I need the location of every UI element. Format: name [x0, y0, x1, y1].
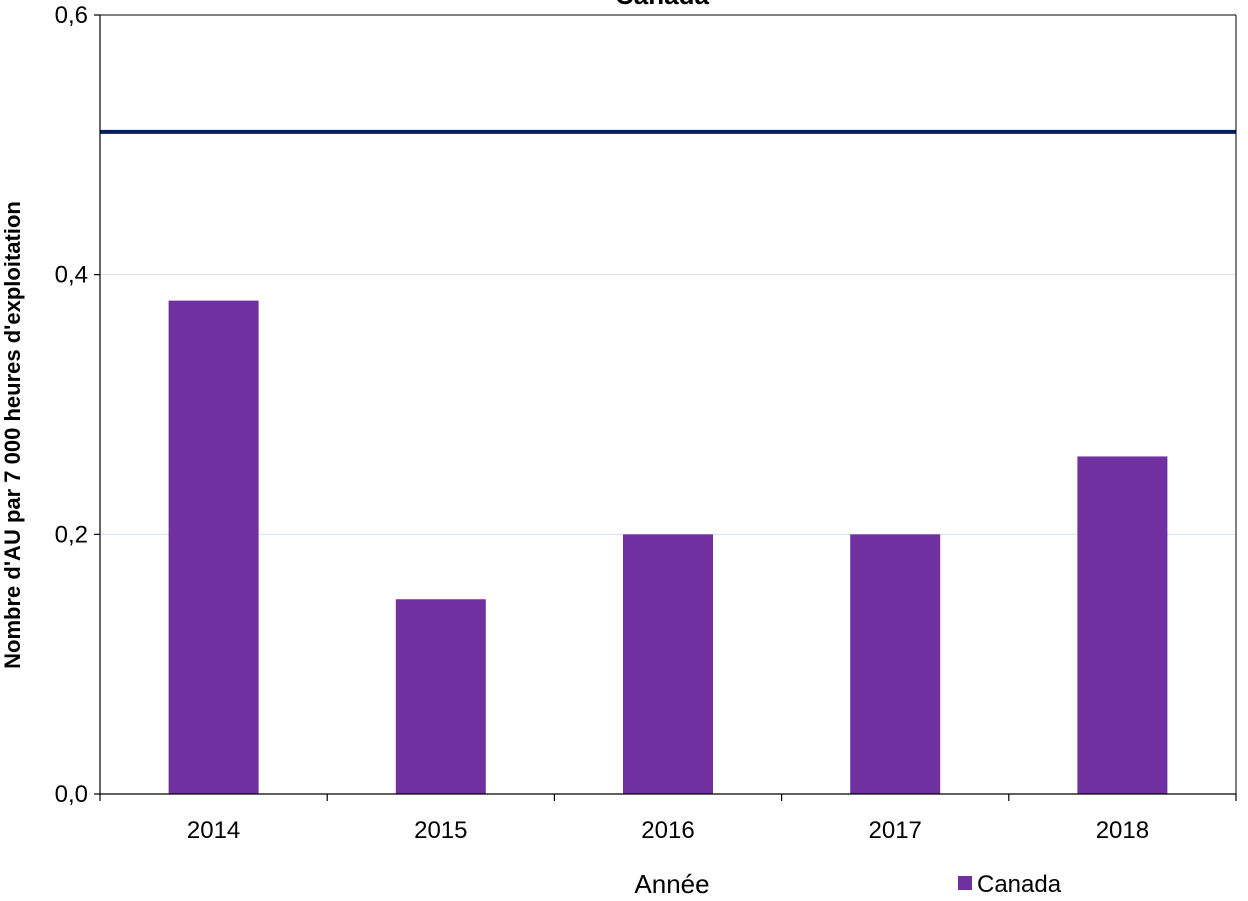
y-axis-title: Nombre d'AU par 7 000 heures d'exploitat…: [0, 201, 25, 669]
x-tick-labels: 2014 2015 2016 2017 2018: [187, 817, 1149, 844]
x-tick-label: 2014: [187, 817, 240, 844]
y-tick-label: 0,0: [55, 781, 88, 808]
x-tick-label: 2015: [414, 817, 467, 844]
x-tick-label: 2018: [1096, 817, 1149, 844]
bar-2015: [395, 599, 486, 794]
gridlines: [100, 14, 1236, 535]
bar-2017: [850, 534, 941, 794]
x-tick-label: 2016: [641, 817, 694, 844]
bar-2018: [1077, 456, 1168, 794]
x-axis-title: Année: [634, 869, 709, 899]
legend-label: Canada: [977, 871, 1062, 898]
legend-swatch: [958, 876, 972, 890]
bar-2014: [168, 300, 259, 794]
legend: Canada: [958, 871, 1062, 898]
y-tick-labels: 0,0 0,2 0,4 0,6: [55, 2, 88, 808]
chart-title: Canada: [615, 0, 709, 10]
x-tick-label: 2017: [869, 817, 922, 844]
bar-2016: [623, 534, 713, 794]
y-tick-label: 0,6: [55, 2, 88, 29]
y-tick-label: 0,4: [55, 262, 88, 289]
bars: [168, 300, 1168, 794]
axes: [94, 14, 1237, 801]
y-tick-label: 0,2: [55, 521, 88, 548]
